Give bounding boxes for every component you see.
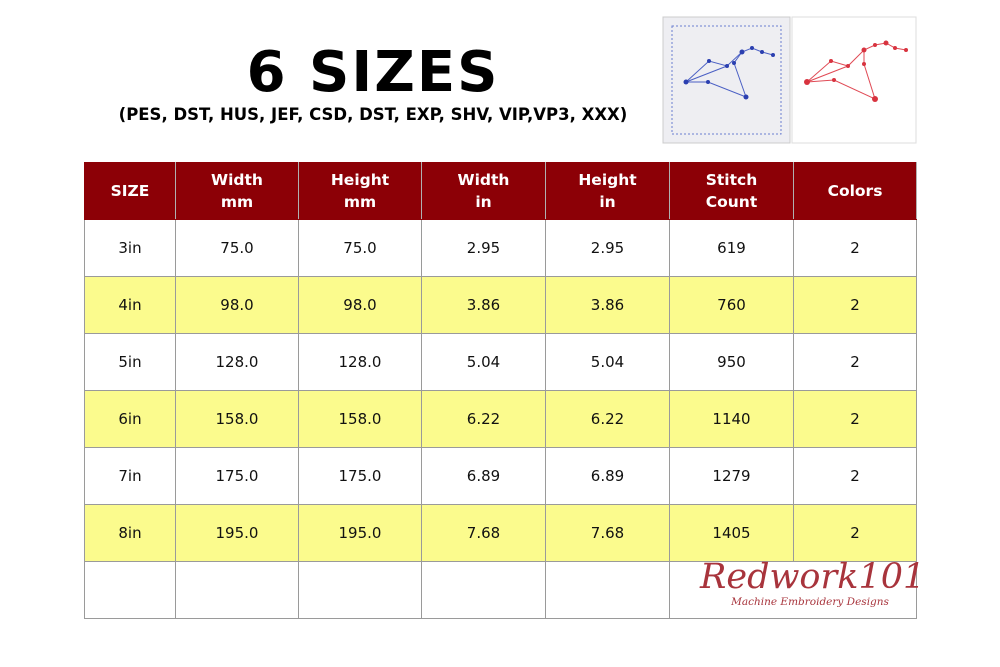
header-line: in xyxy=(475,193,492,211)
table-cell: 7.68 xyxy=(421,504,546,562)
table-cell: 6.89 xyxy=(545,447,670,505)
table-cell: 158.0 xyxy=(298,390,422,448)
table-cell: 75.0 xyxy=(175,219,299,277)
table-cell: 7in xyxy=(84,447,176,505)
table-cell: 2 xyxy=(793,447,917,505)
table-row: 6in 158.0 158.0 6.22 6.22 1140 2 xyxy=(84,390,917,448)
table-cell: 1140 xyxy=(669,390,794,448)
design-previews xyxy=(662,16,917,144)
table-row: 3in 75.0 75.0 2.95 2.95 619 2 xyxy=(84,219,917,277)
table-cell: 128.0 xyxy=(298,333,422,391)
logo-name: Redwork101 xyxy=(700,557,926,597)
empty-cell xyxy=(175,561,299,619)
table-cell: 2 xyxy=(793,333,917,391)
header-line: mm xyxy=(220,193,254,211)
table-cell: 175.0 xyxy=(298,447,422,505)
empty-cell xyxy=(793,561,917,619)
header-line: in xyxy=(599,193,616,211)
subtitle: (PES, DST, HUS, JEF, CSD, DST, EXP, SHV,… xyxy=(118,105,628,124)
column-header: Height mm xyxy=(298,162,422,220)
column-header: Colors xyxy=(793,162,917,220)
table-cell: 950 xyxy=(669,333,794,391)
sizes-table: SIZE Width mm Height mm Width in Height in Stitch… xyxy=(84,162,917,619)
empty-cell xyxy=(298,561,422,619)
preview-border xyxy=(671,25,782,135)
table-cell: 158.0 xyxy=(175,390,299,448)
column-header: SIZE xyxy=(84,162,176,220)
empty-cell xyxy=(84,561,176,619)
table-row: 4in 98.0 98.0 3.86 3.86 760 2 xyxy=(84,276,917,334)
table-cell: 2 xyxy=(793,276,917,334)
table-cell: 128.0 xyxy=(175,333,299,391)
header-line: mm xyxy=(343,193,377,211)
table-cell: 6.22 xyxy=(545,390,670,448)
table-cell: 195.0 xyxy=(175,504,299,562)
table-cell: 2 xyxy=(793,504,917,562)
empty-cell xyxy=(669,561,794,619)
table-row: 5in 128.0 128.0 5.04 5.04 950 2 xyxy=(84,333,917,391)
blue-points xyxy=(683,46,775,100)
logo: Redwork101 Machine Embroidery Designs xyxy=(700,557,926,608)
preview-design xyxy=(791,16,917,144)
table-cell: 6.22 xyxy=(421,390,546,448)
column-header: Width in xyxy=(421,162,546,220)
title: 6 SIZES xyxy=(246,40,500,105)
table-cell: 1279 xyxy=(669,447,794,505)
table-cell: 195.0 xyxy=(298,504,422,562)
column-header: Height in xyxy=(545,162,670,220)
header-line: SIZE xyxy=(110,182,150,200)
table-cell: 619 xyxy=(669,219,794,277)
table-cell: 2 xyxy=(793,219,917,277)
preview-stitched xyxy=(662,16,791,144)
header-line: Height xyxy=(330,171,390,189)
table-cell: 1405 xyxy=(669,504,794,562)
header-line: Width xyxy=(457,171,510,189)
empty-cell xyxy=(421,561,546,619)
table-cell: 175.0 xyxy=(175,447,299,505)
table-cell: 6in xyxy=(84,390,176,448)
table-cell: 3in xyxy=(84,219,176,277)
header-line: Height xyxy=(578,171,637,189)
table-cell: 2.95 xyxy=(421,219,546,277)
header-line: Colors xyxy=(827,182,883,200)
red-points xyxy=(804,40,908,102)
table-cell: 75.0 xyxy=(298,219,422,277)
header-line: Width xyxy=(211,171,263,189)
table-cell: 2 xyxy=(793,390,917,448)
table-cell: 8in xyxy=(84,504,176,562)
table-cell: 5.04 xyxy=(545,333,670,391)
table-cell: 5.04 xyxy=(421,333,546,391)
table-row: 7in 175.0 175.0 6.89 6.89 1279 2 xyxy=(84,447,917,505)
header-line: Stitch xyxy=(705,171,758,189)
column-header: Stitch Count xyxy=(669,162,794,220)
header-row: SIZE Width mm Height mm Width in Height in Stitch… xyxy=(84,162,917,220)
table-cell: 7.68 xyxy=(545,504,670,562)
table-body: 3in 75.0 75.0 2.95 2.95 619 2 4in 98.0 98.0 3.86 3.… xyxy=(84,219,917,619)
table-cell: 3.86 xyxy=(545,276,670,334)
table-cell: 760 xyxy=(669,276,794,334)
table-row: 8in 195.0 195.0 7.68 7.68 1405 2 xyxy=(84,504,917,562)
empty-cell xyxy=(545,561,670,619)
table-cell: 98.0 xyxy=(298,276,422,334)
table-cell: 98.0 xyxy=(175,276,299,334)
header-line: Count xyxy=(705,193,758,211)
table-cell: 3.86 xyxy=(421,276,546,334)
table-cell: 4in xyxy=(84,276,176,334)
logo-tagline: Machine Embroidery Designs xyxy=(731,596,889,608)
column-header: Width mm xyxy=(175,162,299,220)
table-cell: 5in xyxy=(84,333,176,391)
empty-row xyxy=(84,561,917,619)
table-cell: 6.89 xyxy=(421,447,546,505)
table-cell: 2.95 xyxy=(545,219,670,277)
